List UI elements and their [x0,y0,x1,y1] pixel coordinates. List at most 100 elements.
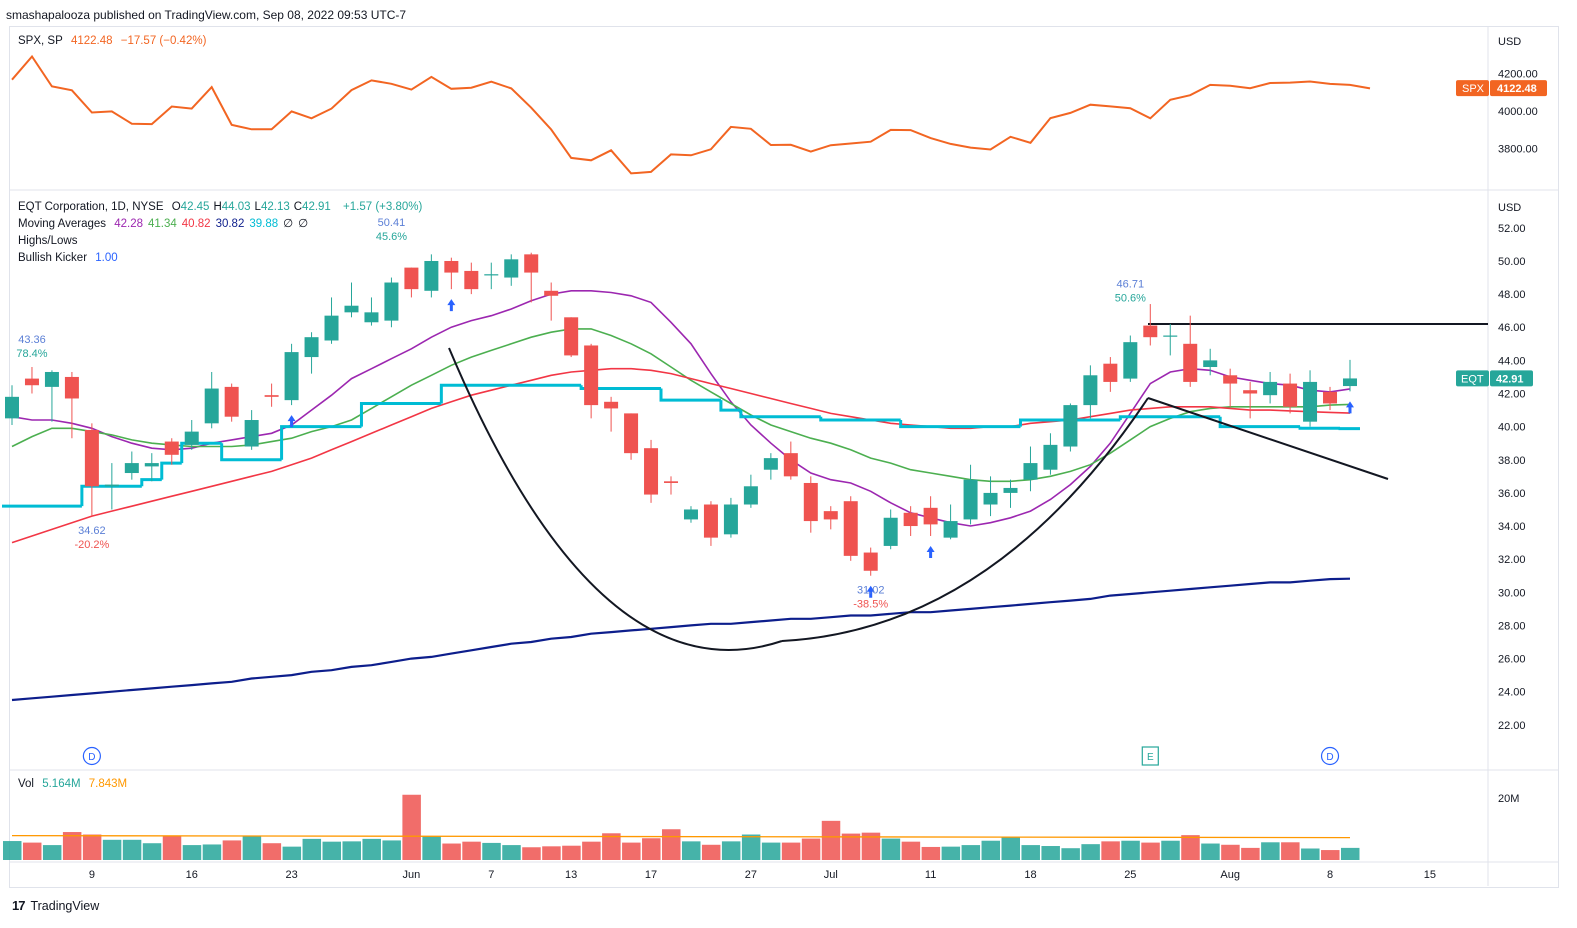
volume-bar[interactable] [1301,848,1320,860]
volume-bar[interactable] [462,841,481,860]
candle-body[interactable] [644,448,659,495]
tradingview-brand[interactable]: TradingView [30,898,100,913]
candle-body[interactable] [364,312,379,323]
candle-body[interactable] [584,345,599,406]
dividend-marker[interactable] [1320,746,1340,766]
volume-bar[interactable] [741,834,761,860]
candle-body[interactable] [664,481,679,483]
candle-body[interactable] [1183,343,1198,382]
candle-body[interactable] [624,413,639,454]
volume-bar[interactable] [102,839,122,860]
ma-line-ma-10[interactable] [11,290,1351,527]
candle-body[interactable] [84,429,99,487]
kicker-row[interactable]: Bullish Kicker 1.00 [18,250,427,267]
volume-bar[interactable] [242,836,262,860]
volume-bar[interactable] [422,836,441,860]
candle-body[interactable] [1303,381,1318,422]
volume-bar[interactable] [861,832,881,860]
dividend-marker[interactable] [82,746,101,766]
cup-drawing-right[interactable] [781,397,1149,642]
volume-bar[interactable] [622,842,641,860]
volume-bar[interactable] [881,838,901,860]
candle-body[interactable] [244,420,259,447]
candle-body[interactable] [763,458,778,470]
volume-bar[interactable] [662,829,681,860]
candle-body[interactable] [424,260,439,291]
volume-bar[interactable] [1061,848,1080,860]
candle-body[interactable] [164,441,179,455]
candle-body[interactable] [504,259,519,278]
highs-lows-line[interactable] [2,383,1360,508]
candle-body[interactable] [1163,335,1178,337]
candle-body[interactable] [564,317,579,356]
candle-body[interactable] [723,504,738,535]
volume-bar[interactable] [442,843,461,860]
volume-bar[interactable] [981,840,1001,860]
candle-body[interactable] [823,511,838,520]
candle-body[interactable] [1143,325,1158,338]
candle-body[interactable] [1103,363,1118,382]
candle-body[interactable] [44,371,59,387]
ma-legend-row[interactable]: Moving Averages 42.28 41.34 40.82 30.82 39.8… [18,216,427,233]
candle-body[interactable] [404,267,419,290]
ma-line-ma-50[interactable] [11,367,1351,544]
volume-bar[interactable] [382,840,401,860]
candle-body[interactable] [144,463,159,467]
candle-body[interactable] [224,386,239,417]
candle-body[interactable] [204,388,219,424]
candle-body[interactable] [324,315,339,341]
candle-body[interactable] [1043,444,1058,470]
candle-body[interactable] [344,305,359,313]
volume-bar[interactable] [721,841,741,860]
candle-body[interactable] [1283,383,1298,407]
candle-body[interactable] [803,482,818,522]
candle-body[interactable] [1083,375,1098,406]
candle-body[interactable] [1063,405,1078,447]
volume-bar[interactable] [1281,842,1300,860]
volume-bar[interactable] [1321,850,1340,860]
volume-bar[interactable] [202,844,222,860]
candle-body[interactable] [464,270,479,290]
user-drawings[interactable] [448,323,1488,651]
volume-bar[interactable] [162,835,182,860]
volume-bar[interactable] [1340,847,1360,860]
volume-bar[interactable] [1201,843,1220,860]
candle-body[interactable] [963,479,978,520]
candle-body[interactable] [1123,342,1138,379]
volume-bar[interactable] [1041,846,1060,860]
candle-body[interactable] [24,378,39,386]
candle-body[interactable] [883,517,898,546]
volume-bar[interactable] [82,834,102,860]
candle-body[interactable] [1342,378,1357,387]
highs-lows-row[interactable]: Highs/Lows [18,233,427,250]
candle-body[interactable] [1263,381,1278,396]
candle-body[interactable] [64,376,79,399]
candle-body[interactable] [1203,360,1218,368]
volume-bar[interactable] [522,847,541,860]
candle-body[interactable] [1243,390,1258,394]
volume-bar[interactable] [142,843,162,860]
volume-bar[interactable] [402,794,421,860]
candle-body[interactable] [863,552,878,571]
candle-body[interactable] [304,337,319,358]
cup-drawing-left[interactable] [448,347,783,651]
volume-bar[interactable] [642,838,661,860]
ma-line-ma-21[interactable] [11,328,1351,483]
candle-body[interactable] [384,282,399,321]
earnings-marker[interactable] [1141,746,1159,766]
volume-bar[interactable] [1141,842,1160,860]
bullish-kicker-arrow[interactable] [1345,401,1354,414]
candle-body[interactable] [923,507,938,525]
candle-body[interactable] [284,352,299,401]
volume-bar[interactable] [701,844,721,860]
candle-body[interactable] [683,509,698,520]
volume-bar[interactable] [602,833,621,860]
candle-body[interactable] [184,431,199,445]
volume-bar[interactable] [562,845,581,860]
volume-bar[interactable] [781,842,801,860]
candle-body[interactable] [264,395,279,397]
candle-body[interactable] [743,486,758,505]
ma-line-ma-200[interactable] [11,577,1351,702]
candle-body[interactable] [1223,375,1238,384]
